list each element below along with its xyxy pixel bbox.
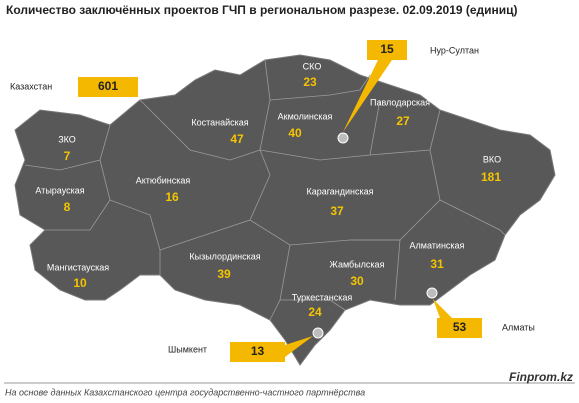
- city-dot: [426, 287, 438, 299]
- region-value: 47: [230, 132, 244, 146]
- city-value: 15: [380, 42, 394, 56]
- region-name: СКО: [303, 61, 322, 71]
- city-name: Нур-Султан: [430, 45, 479, 55]
- city-value: 53: [453, 320, 467, 334]
- region-name: Жамбылская: [330, 259, 385, 269]
- region-value: 23: [303, 75, 317, 89]
- footer-brand: Finprom.kz: [509, 370, 573, 384]
- city-name: Алматы: [502, 322, 535, 332]
- region-borders: [24, 59, 506, 321]
- region-name: Костанайская: [191, 117, 248, 127]
- region-value: 7: [64, 149, 71, 163]
- region-value: 10: [73, 276, 87, 290]
- region-value: 31: [430, 257, 444, 271]
- region-name: Карагандинская: [306, 186, 373, 196]
- region-name: Мангистауская: [47, 262, 109, 272]
- city-name: Шымкент: [168, 344, 207, 354]
- city-dot: [312, 327, 324, 339]
- callout-box: [230, 342, 285, 362]
- region-name: Акмолинская: [278, 111, 333, 121]
- region-name: Актюбинская: [136, 175, 191, 185]
- callout-box: [367, 40, 407, 60]
- region-value: 8: [64, 200, 71, 214]
- map-outline: [14, 54, 556, 366]
- region-name: ВКО: [483, 154, 501, 164]
- region-value: 40: [288, 126, 302, 140]
- total-label: Казахстан: [10, 81, 52, 91]
- callout-pointer: [285, 336, 313, 357]
- region-value: 37: [330, 204, 344, 218]
- region-value: 27: [396, 114, 410, 128]
- region-name: Кызылординская: [189, 251, 260, 261]
- callout-pointer: [343, 60, 392, 132]
- city-dot: [337, 132, 349, 144]
- region-value: 30: [350, 274, 364, 288]
- callout-pointer: [433, 299, 452, 318]
- region-name: Туркестанская: [292, 292, 353, 302]
- region-value: 39: [217, 267, 231, 281]
- total-value: 601: [98, 79, 118, 93]
- total-box: [78, 77, 138, 97]
- region-name: Алматинская: [410, 240, 465, 250]
- region-name: Атырауская: [35, 185, 84, 195]
- region-value: 181: [481, 170, 501, 184]
- region-value: 16: [165, 190, 179, 204]
- region-name: Павлодарская: [370, 97, 430, 107]
- city-value: 13: [251, 344, 265, 358]
- region-value: 24: [308, 305, 322, 319]
- footer-source: На основе данных Казахстанского центра г…: [5, 387, 365, 397]
- region-name: ЗКО: [58, 134, 76, 144]
- title: Количество заключённых проектов ГЧП в ре…: [6, 3, 518, 17]
- callout-box: [437, 318, 482, 338]
